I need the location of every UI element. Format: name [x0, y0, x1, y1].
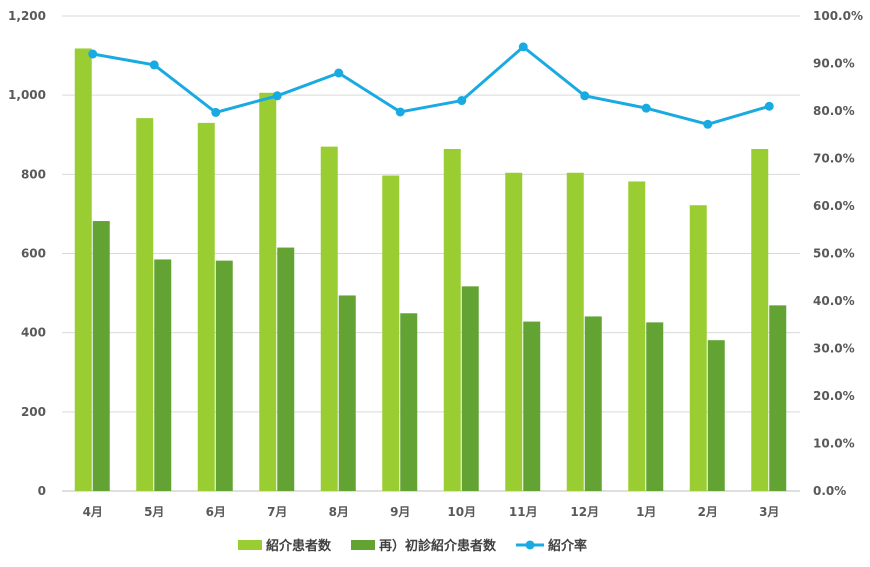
bar-referral-patients	[689, 205, 707, 492]
bar-referral-patients	[443, 149, 461, 491]
x-axis-tick-label: 2月	[698, 505, 718, 519]
line-point-referral-rate	[703, 119, 713, 129]
right-axis-tick-label: 80.0%	[813, 104, 855, 118]
x-axis-tick-label: 9月	[390, 505, 410, 519]
left-axis-tick-label: 200	[21, 405, 46, 419]
bar-initial-referral-patients	[277, 247, 295, 491]
bar-initial-referral-patients	[646, 322, 664, 491]
right-axis-tick-label: 20.0%	[813, 389, 855, 403]
line-point-referral-rate	[149, 60, 159, 70]
x-axis-tick-label: 8月	[329, 505, 349, 519]
right-axis-tick-label: 50.0%	[813, 247, 855, 261]
x-axis-tick-label: 12月	[570, 505, 599, 519]
line-point-referral-rate	[641, 103, 651, 113]
line-point-referral-rate	[764, 101, 774, 111]
x-axis-tick-label: 6月	[206, 505, 226, 519]
bar-referral-patients	[74, 48, 92, 491]
legend-label-initial-referral-patients: 再）初診紹介患者数	[379, 538, 497, 554]
right-axis-tick-label: 90.0%	[813, 57, 855, 71]
left-axis-tick-label: 400	[21, 326, 46, 340]
axes: 0 200 400 600 800 1,000 1,200 0.0% 10.0% 20.0% 30.…	[8, 9, 863, 519]
x-axis-tick-label: 4月	[83, 505, 103, 519]
bar-referral-patients	[136, 118, 154, 491]
x-axis-tick-label: 11月	[509, 505, 538, 519]
bar-referral-patients	[628, 181, 646, 492]
legend-label-referral-patients: 紹介患者数	[266, 538, 332, 554]
bar-referral-patients	[382, 175, 400, 492]
line-point-referral-rate	[272, 91, 282, 101]
bar-series	[74, 48, 787, 492]
bar-initial-referral-patients	[338, 295, 356, 491]
right-axis-tick-label: 100.0%	[813, 9, 863, 23]
bar-initial-referral-patients	[154, 259, 172, 491]
left-axis-tick-label: 1,200	[8, 9, 46, 23]
line-point-referral-rate	[457, 96, 467, 106]
bar-referral-patients	[566, 172, 584, 491]
legend-swatch-initial-referral-patients	[351, 540, 376, 550]
x-axis-tick-label: 7月	[267, 505, 287, 519]
legend-marker-referral-rate	[525, 540, 535, 550]
bar-initial-referral-patients	[400, 313, 418, 491]
left-axis-tick-label: 800	[21, 167, 46, 181]
bar-initial-referral-patients	[92, 221, 110, 491]
left-axis-tick-label: 1,000	[8, 88, 46, 102]
bar-initial-referral-patients	[461, 286, 479, 491]
x-axis-tick-label: 10月	[447, 505, 476, 519]
line-point-referral-rate	[395, 107, 405, 117]
left-axis-tick-label: 0	[38, 484, 46, 498]
bar-referral-patients	[320, 146, 338, 491]
right-axis-tick-label: 60.0%	[813, 199, 855, 213]
right-axis-tick-label: 10.0%	[813, 437, 855, 451]
bar-initial-referral-patients	[707, 340, 725, 491]
legend-label-referral-rate: 紹介率	[548, 538, 587, 554]
right-axis-tick-label: 0.0%	[813, 484, 846, 498]
bar-referral-patients	[505, 172, 523, 491]
right-axis-tick-label: 40.0%	[813, 294, 855, 308]
line-series	[88, 42, 774, 129]
bar-initial-referral-patients	[769, 305, 787, 491]
bar-referral-patients	[259, 92, 277, 492]
x-axis-tick-label: 3月	[759, 505, 779, 519]
bar-initial-referral-patients	[215, 260, 233, 491]
x-axis-tick-label: 1月	[636, 505, 656, 519]
line-point-referral-rate	[518, 42, 528, 52]
legend-swatch-referral-patients	[238, 540, 262, 550]
line-point-referral-rate	[580, 91, 590, 101]
x-axis-tick-label: 5月	[144, 505, 164, 519]
line-point-referral-rate	[211, 107, 221, 117]
line-referral-rate	[92, 45, 770, 126]
bar-initial-referral-patients	[523, 321, 541, 491]
bar-referral-patients	[751, 149, 769, 491]
line-point-referral-rate	[88, 49, 98, 59]
line-point-referral-rate	[334, 68, 344, 78]
bar-initial-referral-patients	[584, 316, 602, 491]
legend: 紹介患者数 再）初診紹介患者数 紹介率	[238, 538, 587, 554]
gridlines	[62, 15, 800, 492]
right-axis-tick-label: 70.0%	[813, 152, 855, 166]
bar-referral-patients	[197, 122, 215, 491]
left-axis-tick-label: 600	[21, 247, 46, 261]
right-axis-tick-label: 30.0%	[813, 342, 855, 356]
